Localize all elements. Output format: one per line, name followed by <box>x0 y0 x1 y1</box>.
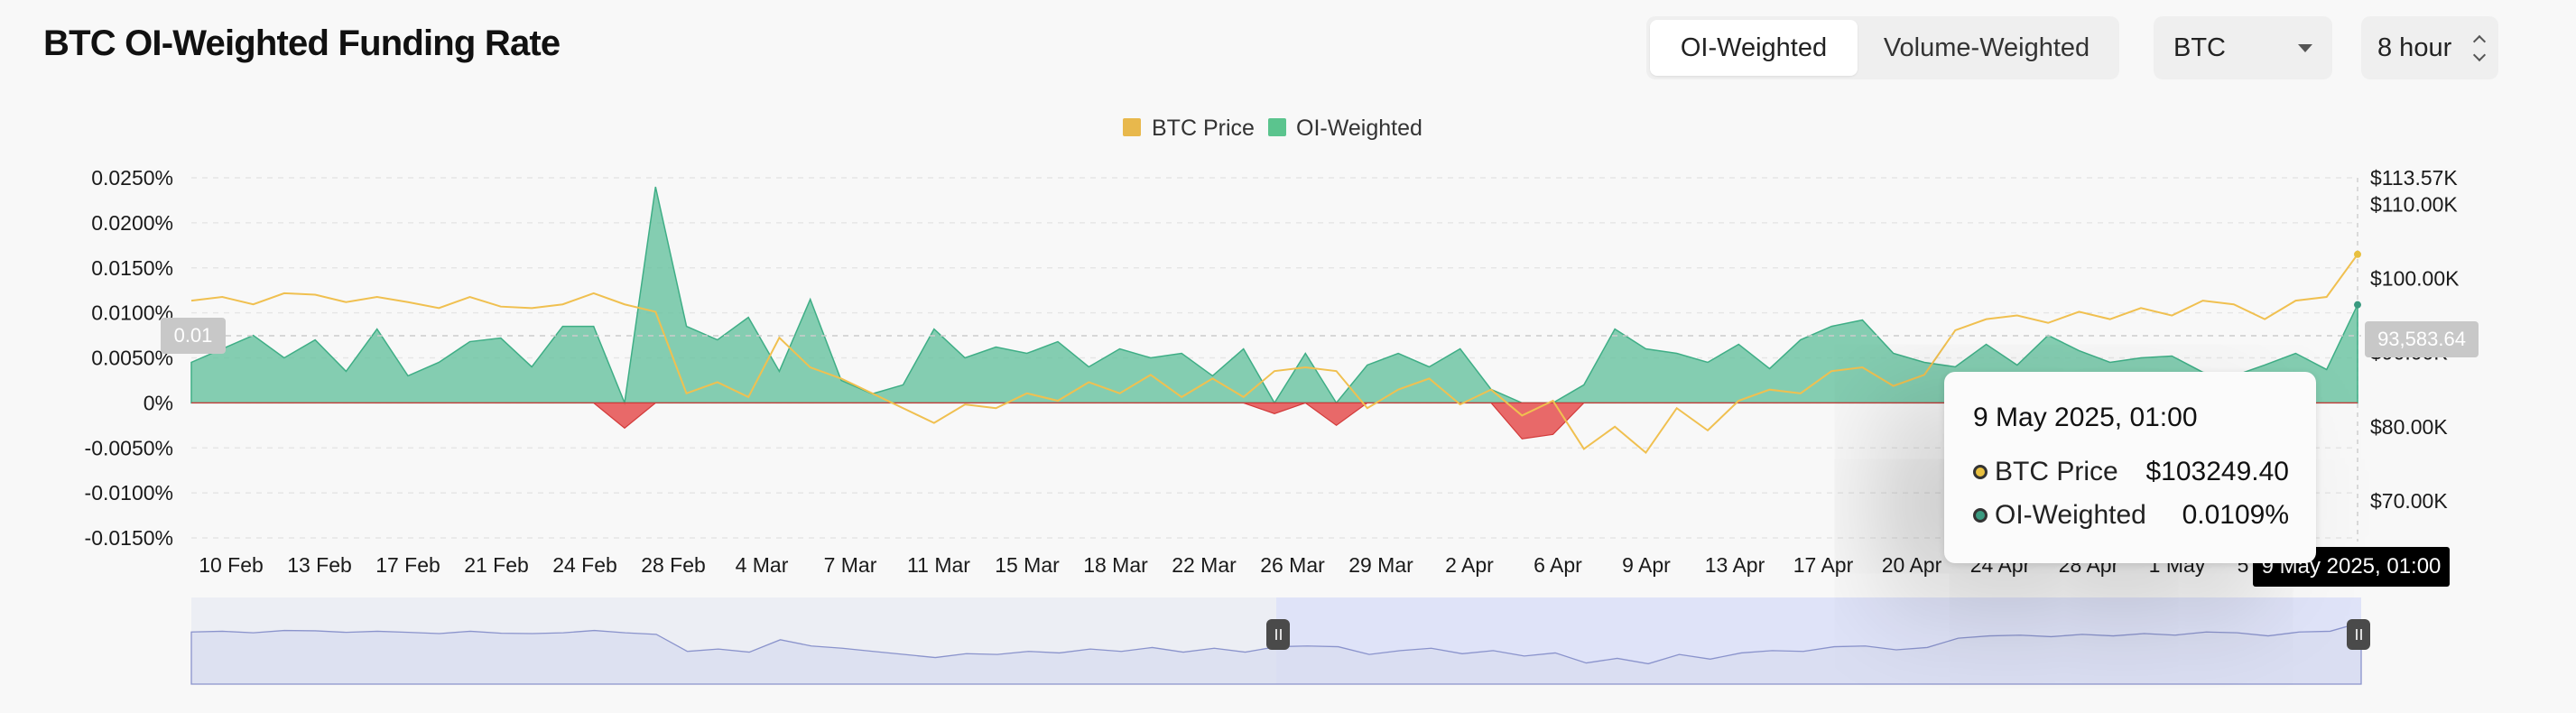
slider-end-handle[interactable] <box>2347 619 2370 650</box>
y-left-tick-label: -0.0150% <box>85 526 173 550</box>
y-right-tick-label: $70.00K <box>2370 489 2448 513</box>
y-axis-left: 0.0250% 0.0200% 0.0150% 0.0100% 0.0050% 0% -0.… <box>85 166 173 550</box>
price-dot-icon <box>1973 465 1988 479</box>
slider-start-handle[interactable] <box>1266 619 1290 650</box>
tooltip-price-label: BTC Price <box>1995 457 2118 486</box>
interval-select[interactable]: 8 hour <box>2361 16 2498 79</box>
x-tick-label: 4 Mar <box>736 553 789 577</box>
page-title: BTC OI-Weighted Funding Rate <box>43 23 561 63</box>
x-tick-label: 29 Mar <box>1348 553 1413 577</box>
legend-oi-swatch <box>1268 118 1286 136</box>
chart-tooltip: 9 May 2025, 01:00 BTC Price $103249.40 O… <box>1944 372 2316 563</box>
x-axis: 10 Feb 13 Feb 17 Feb 21 Feb 24 Feb 28 Feb 4 Ma… <box>199 553 2294 577</box>
asset-select[interactable]: BTC <box>2154 16 2332 79</box>
x-tick-label: 15 Mar <box>995 553 1060 577</box>
x-tick-label: 7 Mar <box>824 553 877 577</box>
x-tick-label: 17 Apr <box>1793 553 1854 577</box>
price-point-last <box>2354 250 2361 258</box>
btc-price-series <box>190 250 2361 454</box>
x-tick-label: 20 Apr <box>1882 553 1942 577</box>
y-left-tick-label: 0.0250% <box>91 166 173 190</box>
tooltip-oi-label: OI-Weighted <box>1995 500 2146 530</box>
x-tick-label: 28 Feb <box>641 553 706 577</box>
x-tick-label: 10 Feb <box>199 553 264 577</box>
x-tick-label: 24 Feb <box>552 553 617 577</box>
x-tick-label: 9 Apr <box>1622 553 1671 577</box>
volume-weighted-tab[interactable]: Volume-Weighted <box>1883 32 2090 62</box>
y-left-tick-label: 0.0050% <box>91 347 173 370</box>
legend-oi-label: OI-Weighted <box>1296 116 1422 141</box>
oi-weighted-series <box>190 186 2361 440</box>
tooltip-oi-value: 0.0109% <box>2182 500 2289 530</box>
legend-price-label: BTC Price <box>1152 116 1255 141</box>
y-left-pointer-label: 0.01 <box>161 318 226 354</box>
tooltip-row-oi: OI-Weighted 0.0109% <box>1973 500 2289 531</box>
tooltip-row-price: BTC Price $103249.40 <box>1973 457 2289 487</box>
price-line <box>190 254 2358 454</box>
y-left-tick-label: 0.0200% <box>91 211 173 235</box>
y-right-tick-label: $113.57K <box>2370 166 2458 190</box>
tooltip-title: 9 May 2025, 01:00 <box>1973 403 2198 432</box>
x-tick-label: 13 Apr <box>1705 553 1765 577</box>
chart-gridlines <box>191 177 2358 539</box>
x-tick-label: 26 Mar <box>1260 553 1325 577</box>
x-tick-label: 11 Mar <box>907 553 970 577</box>
oi-dot-icon <box>1973 508 1988 523</box>
y-left-tick-label: -0.0100% <box>85 481 173 505</box>
y-right-tick-label: $110.00K <box>2370 192 2458 216</box>
tooltip-price-value: $103249.40 <box>2145 457 2290 486</box>
y-right-tick-label: $80.00K <box>2370 415 2448 439</box>
y-left-tick-label: -0.0050% <box>85 436 173 459</box>
y-left-tick-label: 0.0150% <box>91 256 173 280</box>
x-tick-label: 18 Mar <box>1083 553 1148 577</box>
oi-positive-area <box>190 186 2358 406</box>
oi-weighted-tab[interactable]: OI-Weighted <box>1650 20 1858 76</box>
y-left-tick-label: 0% <box>144 391 173 414</box>
interval-select-value: 8 hour <box>2377 32 2452 62</box>
chevron-down-icon <box>2298 43 2312 52</box>
x-tick-label: 21 Feb <box>464 553 529 577</box>
legend-price-swatch <box>1123 118 1141 136</box>
asset-select-value: BTC <box>2173 32 2226 62</box>
y-right-pointer-label: 93,583.64 <box>2365 321 2479 357</box>
x-tick-label: 2 Apr <box>1445 553 1494 577</box>
x-tick-label: 17 Feb <box>375 553 440 577</box>
weighting-toggle: OI-Weighted Volume-Weighted <box>1646 16 2119 79</box>
up-down-chevron-icon <box>2472 33 2487 63</box>
x-tick-label: 22 Mar <box>1172 553 1237 577</box>
y-left-tick-label: 0.0100% <box>91 301 173 325</box>
chart-legend[interactable]: BTC Price OI-Weighted <box>1123 116 1422 141</box>
x-tick-label: 13 Feb <box>287 553 352 577</box>
slider-price-preview <box>190 621 2362 685</box>
x-tick-label: 6 Apr <box>1534 553 1582 577</box>
oi-point-last <box>2354 301 2361 309</box>
y-right-tick-label: $100.00K <box>2370 266 2460 290</box>
